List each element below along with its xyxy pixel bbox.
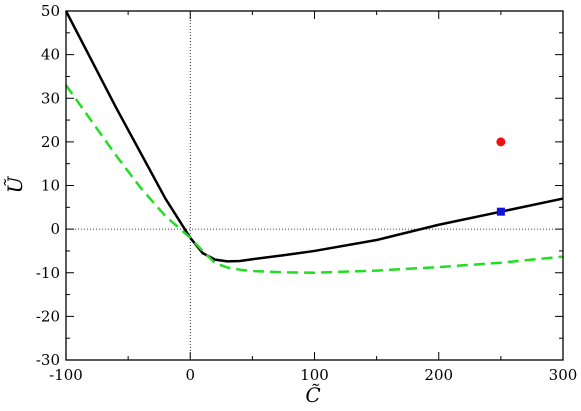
x-tick-label: 100 [300,366,329,384]
plot-area-frame [65,10,564,361]
x-tick-label: -100 [49,366,83,384]
plot-lines [66,11,563,360]
y-tick-label: 30 [41,89,60,107]
series-solid-line [64,10,564,263]
y-tick-label: 50 [41,2,60,20]
x-axis-label: C̃ [305,383,320,407]
y-tick-label: 20 [41,133,60,151]
plot-frame [65,10,564,361]
plot-series [64,10,564,274]
y-tick-label: 40 [41,46,60,64]
x-tick-label: 0 [185,366,195,384]
x-tick-label: 300 [549,366,578,384]
y-tick-label: -10 [36,264,60,282]
y-tick-label: -20 [36,307,60,325]
y-tick-label: 0 [50,220,60,238]
plot-markers [496,137,506,216]
x-tick-label: 200 [424,366,453,384]
red-circle-marker [496,137,506,147]
blue-square-marker [496,207,505,216]
y-tick-label: -30 [36,351,60,369]
y-axis-label: Ũ [3,175,27,193]
y-tick-label: 10 [41,177,60,195]
series-dashed-line [64,84,564,274]
